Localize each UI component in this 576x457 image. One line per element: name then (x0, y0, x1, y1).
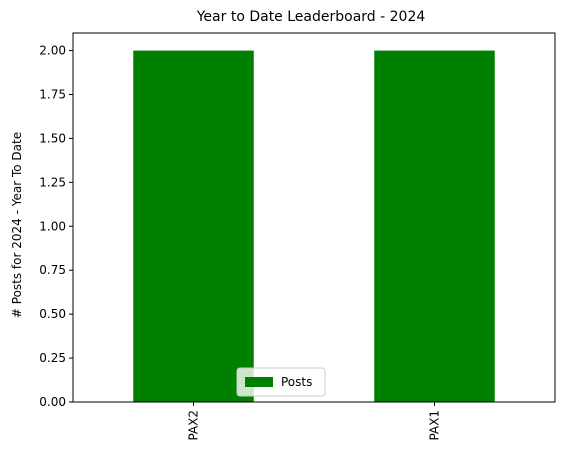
y-tick-label: 2.00 (39, 44, 66, 58)
y-tick-label: 0.25 (39, 351, 66, 365)
y-tick-label: 1.00 (39, 219, 66, 233)
bar-pax1 (374, 50, 495, 402)
chart-title: Year to Date Leaderboard - 2024 (196, 9, 426, 25)
y-tick-label: 0.50 (39, 307, 66, 321)
legend-swatch (245, 377, 273, 387)
y-tick-label: 1.75 (39, 88, 66, 102)
legend-box (236, 367, 326, 397)
x-tick-label: PAX1 (428, 410, 442, 441)
legend-label: Posts (281, 375, 312, 389)
x-tick-label: PAX2 (187, 410, 201, 441)
y-tick-label: 1.25 (39, 175, 66, 189)
y-tick-label: 0.75 (39, 263, 66, 277)
bar-pax2 (133, 50, 254, 402)
y-tick-label: 0.00 (39, 395, 66, 409)
y-tick-label: 1.50 (39, 131, 66, 145)
plot-frame (72, 32, 556, 403)
y-axis-label: # Posts for 2024 - Year To Date (10, 132, 24, 318)
